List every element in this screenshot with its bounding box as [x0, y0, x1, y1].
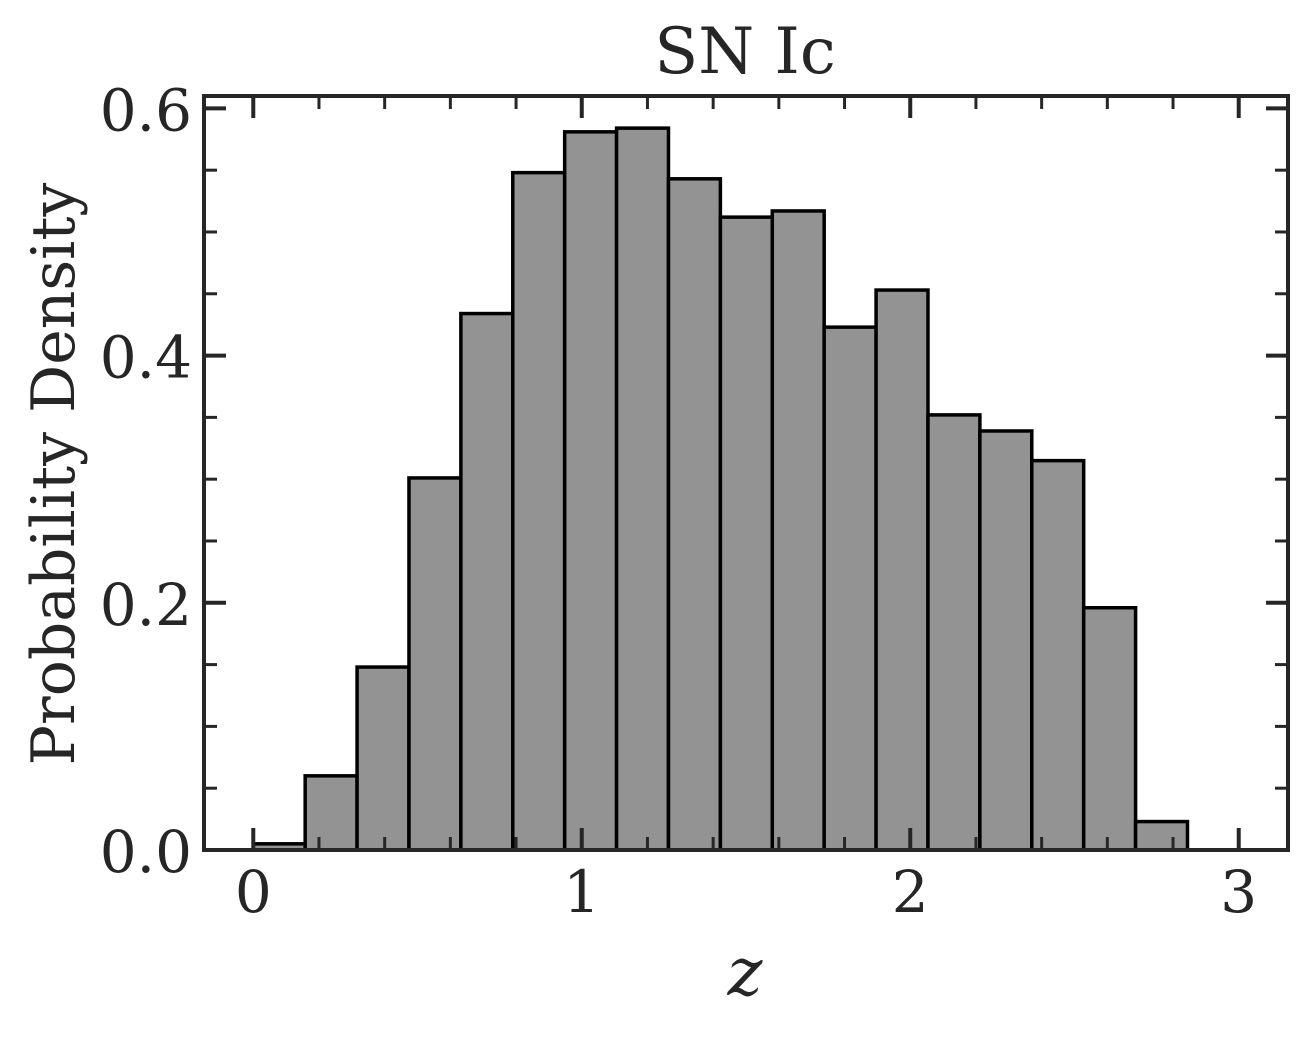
x-axis-label: z — [727, 934, 764, 1011]
histogram-bar — [874, 288, 930, 852]
histogram-bar — [1030, 458, 1086, 852]
y-tick-label: 0.0 — [100, 818, 192, 886]
y-axis-label: Probability Density — [19, 183, 89, 766]
y-tick-label: 0.6 — [100, 76, 192, 144]
histogram-bar — [511, 170, 567, 852]
histogram-bars — [251, 126, 1190, 852]
x-tick-label: 3 — [1220, 858, 1257, 926]
histogram-bar — [407, 476, 463, 852]
x-tick-label: 0 — [235, 858, 272, 926]
histogram-bar — [355, 665, 411, 852]
histogram-bar — [1081, 605, 1138, 852]
histogram-bar — [614, 126, 671, 852]
tick-labels: 0 1 2 3 0.0 0.2 0.4 0.6 — [100, 76, 1257, 926]
y-tick-label: 0.2 — [100, 571, 192, 639]
axis-ticks — [204, 96, 1288, 852]
x-tick-label: 2 — [892, 858, 929, 926]
histogram-bar — [1133, 819, 1190, 852]
histogram-bar — [770, 209, 826, 852]
histogram-bar — [303, 774, 359, 852]
histogram-bar — [562, 130, 619, 852]
histogram-bar — [666, 177, 723, 852]
y-tick-label: 0.4 — [100, 324, 192, 392]
x-tick-label: 1 — [563, 858, 600, 926]
chart-title: SN Ic — [654, 15, 835, 89]
histogram-bar — [459, 311, 515, 852]
histogram-bar — [926, 413, 982, 852]
histogram-bar — [718, 215, 775, 852]
histogram-bar — [978, 429, 1034, 852]
plot-frame — [202, 94, 1290, 852]
histogram-bar — [822, 325, 878, 852]
